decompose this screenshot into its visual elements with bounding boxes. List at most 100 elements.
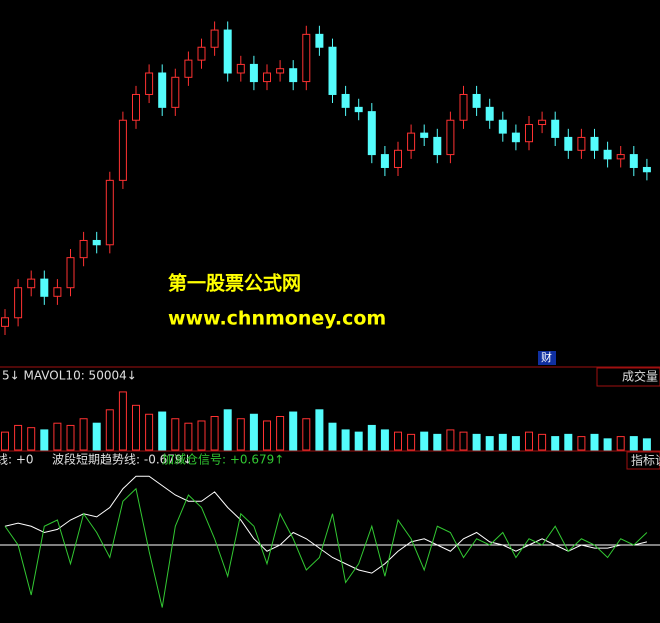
volume-bar [249,413,258,451]
candle-body [525,124,533,143]
volume-bar [158,411,167,451]
volume-bar [603,438,612,451]
volume-bar [511,436,520,451]
candle-body [367,111,376,156]
volume-bar [171,418,180,451]
candle-body [394,149,402,168]
volume-bar [551,436,560,451]
volume-bar [79,418,88,451]
candle-body [79,239,88,259]
candle-body [105,179,114,246]
volume-bar [263,420,271,451]
candle-body [511,132,520,143]
candle-body [27,278,36,289]
candle-body [603,149,612,160]
candle-body [184,59,193,78]
candle-body [223,29,232,74]
volume-bar [27,427,36,451]
volume-bar [354,431,363,451]
volume-bar [367,424,376,451]
volume-bar [53,422,62,451]
volume-bar [302,418,311,451]
candle-body [289,68,298,83]
volume-bar [236,418,245,451]
volume-bar [433,433,442,451]
volume-bar [538,433,547,451]
volume-bar [420,431,429,451]
candle-body [197,46,206,61]
candle-body [145,72,154,95]
panel-title: 成交量 [622,369,658,384]
candle-body [538,119,547,126]
volume-bar [616,436,625,451]
volume-bar [577,436,586,451]
panel-legend: 波段短期趋势线: -0.679↓ [52,452,193,467]
volume-bar [66,424,75,451]
volume-bar [289,411,298,451]
candle-body [564,136,573,151]
candle-body [629,154,638,168]
panel-title: 指标说 [631,453,660,468]
volume-bar [380,429,389,451]
candle-body [40,278,49,297]
candle-body [420,132,429,138]
marker-label: 财 [541,350,552,364]
candle-body [263,72,271,83]
candle-body [171,76,180,108]
candle-body [14,287,23,319]
volume-bar [446,429,455,451]
volume-bar [210,416,219,451]
panel-legend: 加减仓信号: +0.679↑ [162,453,284,467]
volume-bar [92,422,101,451]
candle-body [642,166,651,173]
volume-bar [315,409,324,451]
volume-bar [223,409,232,451]
panel-legend: 5↓ MAVOL10: 50004↓ [2,369,137,383]
volume-bar [132,404,140,451]
candle-body [446,119,455,156]
candle-body [276,68,285,74]
candle-body [433,136,442,156]
volume-bar [394,431,402,451]
volume-bar [14,424,23,451]
panel-legend: 线: +0 [0,453,34,467]
volume-bar [472,433,481,451]
candle-body [407,132,416,151]
volume-bar [642,438,651,451]
candle-body [118,119,127,181]
candle-body [590,136,599,151]
indicator-line [4,487,648,608]
panel-title-box [626,451,660,470]
volume-bar [328,422,337,451]
marker-box [538,351,556,365]
panel-title-box [596,367,660,387]
volume-bar [407,433,416,451]
candle-body [328,46,337,95]
volume-bar [485,436,494,451]
candle-body [132,93,140,121]
volume-bar [564,433,573,451]
volume-bar [525,431,533,451]
volume-bar [341,429,350,451]
candle-body [249,63,258,83]
indicator-line [4,475,648,574]
candle-body [551,119,560,138]
candle-body [66,257,75,289]
volume-bar [40,429,49,451]
volume-bar [145,413,154,451]
candle-body [236,63,245,74]
volume-bar [590,433,599,451]
volume-bar [197,420,206,451]
candle-body [315,33,324,48]
volume-bar [459,431,468,451]
candle-body [577,136,586,151]
candle-body [53,287,62,297]
volume-bar [276,416,285,451]
volume-bar [498,433,507,451]
candle-body [341,93,350,108]
candle-body [302,33,311,83]
candle-body [485,106,494,121]
candle-body [92,239,101,246]
candle-body [498,119,507,134]
